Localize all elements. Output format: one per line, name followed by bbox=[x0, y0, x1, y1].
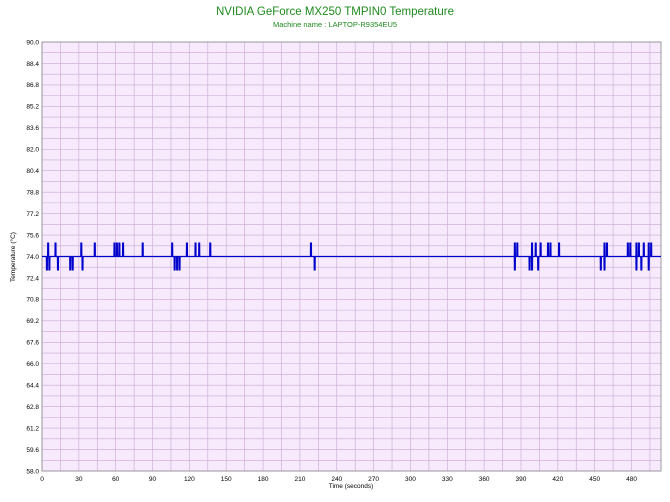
x-tick-label: 240 bbox=[331, 476, 342, 483]
x-tick-label: 90 bbox=[149, 476, 157, 483]
x-tick-label: 420 bbox=[552, 476, 563, 483]
y-tick-label: 69.2 bbox=[26, 318, 39, 325]
x-tick-label: 300 bbox=[405, 476, 416, 483]
y-tick-label: 85.2 bbox=[26, 104, 39, 111]
x-tick-label: 450 bbox=[589, 476, 600, 483]
y-tick-label: 62.8 bbox=[26, 404, 39, 411]
y-tick-label: 61.2 bbox=[26, 425, 39, 432]
chart-title: NVIDIA GeForce MX250 TMPIN0 Temperature bbox=[216, 6, 454, 18]
y-tick-label: 77.2 bbox=[26, 211, 39, 218]
x-tick-label: 480 bbox=[626, 476, 637, 483]
y-tick-label: 67.6 bbox=[26, 340, 39, 347]
x-tick-label: 0 bbox=[40, 476, 44, 483]
y-tick-label: 66.0 bbox=[26, 361, 39, 368]
y-tick-label: 72.4 bbox=[26, 275, 39, 282]
x-tick-label: 270 bbox=[368, 476, 379, 483]
x-axis-label: Time (seconds) bbox=[329, 483, 374, 490]
y-tick-label: 88.4 bbox=[26, 61, 39, 68]
y-tick-label: 78.8 bbox=[26, 189, 39, 196]
x-tick-label: 150 bbox=[221, 476, 232, 483]
x-tick-label: 210 bbox=[294, 476, 305, 483]
y-axis-label: Temperature (°C) bbox=[9, 232, 17, 282]
y-tick-label: 70.8 bbox=[26, 297, 39, 304]
x-tick-label: 60 bbox=[112, 476, 120, 483]
x-tick-label: 360 bbox=[479, 476, 490, 483]
y-tick-label: 82.0 bbox=[26, 147, 39, 154]
series-line-temperature bbox=[42, 242, 661, 271]
x-tick-label: 180 bbox=[258, 476, 269, 483]
chart-subtitle: Machine name : LAPTOP-R9354EU5 bbox=[272, 20, 398, 29]
y-tick-label: 59.6 bbox=[26, 447, 39, 454]
y-tick-label: 58.0 bbox=[26, 468, 39, 475]
x-tick-label: 330 bbox=[442, 476, 453, 483]
y-tick-label: 86.8 bbox=[26, 82, 39, 89]
x-tick-label: 30 bbox=[75, 476, 83, 483]
y-tick-label: 83.6 bbox=[26, 125, 39, 132]
y-tick-label: 90.0 bbox=[26, 39, 39, 46]
y-tick-label: 74.0 bbox=[26, 254, 39, 261]
y-tick-label: 75.6 bbox=[26, 232, 39, 239]
x-tick-label: 120 bbox=[184, 476, 195, 483]
y-tick-label: 64.4 bbox=[26, 383, 39, 390]
y-tick-label: 80.4 bbox=[26, 168, 39, 175]
x-tick-label: 390 bbox=[516, 476, 527, 483]
